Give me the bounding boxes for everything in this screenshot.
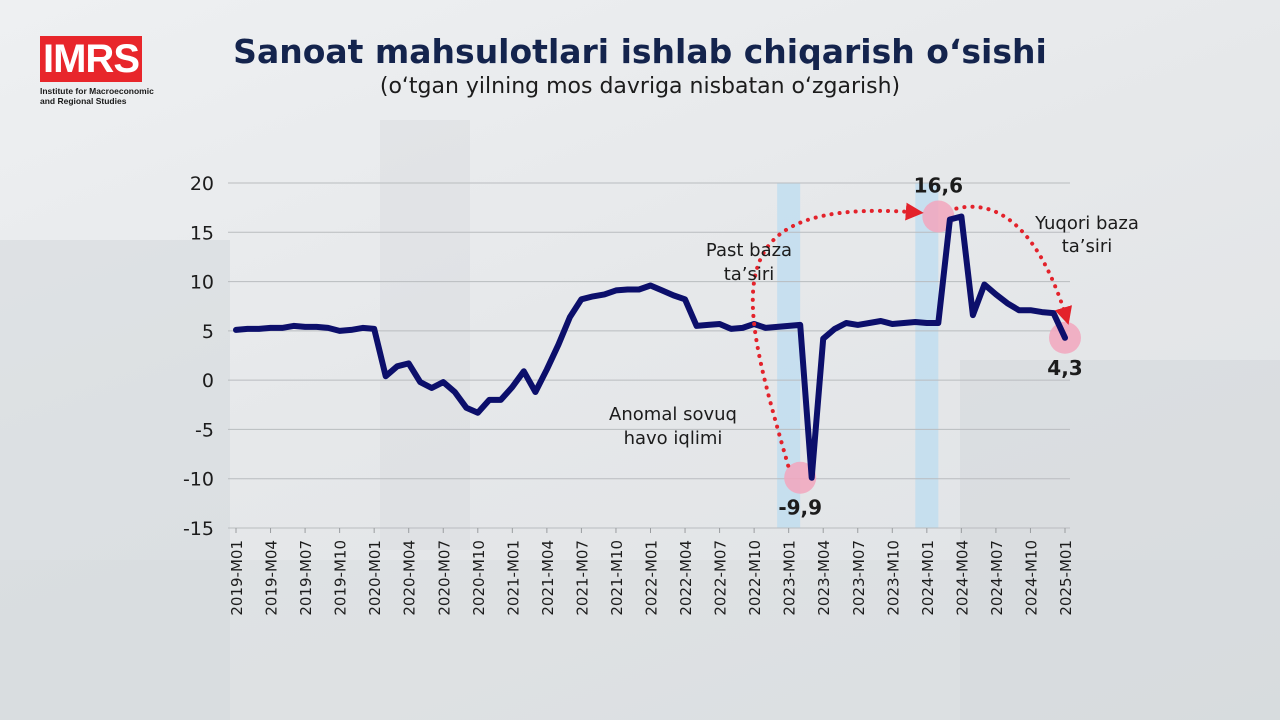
highlight-band-2 (915, 183, 939, 528)
y-tick-label: 5 (202, 321, 214, 343)
x-tick-label: 2024-M07 (988, 540, 1006, 616)
x-tick-label: 2023-M07 (850, 540, 868, 616)
x-tick-label: 2019-M01 (228, 540, 246, 616)
x-tick-label: 2021-M10 (608, 540, 626, 616)
x-tick-label: 2020-M10 (470, 540, 488, 616)
y-tick-label: -5 (195, 419, 214, 441)
x-tick-label: 2020-M07 (435, 540, 453, 616)
x-tick-label: 2022-M01 (643, 540, 661, 616)
series-line (233, 213, 1068, 481)
logo-caption: Institute for Macroeconomic and Regional… (40, 86, 160, 106)
y-tick-label: 0 (202, 370, 214, 392)
x-tick-label: 2019-M04 (263, 540, 281, 616)
x-tick-label: 2019-M10 (332, 540, 350, 616)
x-tick-label: 2023-M04 (815, 540, 833, 616)
annotation-cold-line2: havo iqlimi (624, 428, 723, 449)
x-tick-label: 2022-M07 (712, 540, 730, 616)
x-tick-label: 2022-M10 (746, 540, 764, 616)
x-tick-label: 2024-M04 (953, 540, 971, 616)
annotation-low-base-line1: Past baza (706, 240, 792, 261)
x-tick-label: 2020-M01 (366, 540, 384, 616)
y-tick-label: -10 (183, 469, 214, 491)
x-tick-label: 2024-M10 (1022, 540, 1040, 616)
data-label-min: -9,9 (778, 496, 822, 520)
x-tick-label: 2019-M07 (297, 540, 315, 616)
x-tick-label: 2021-M01 (504, 540, 522, 616)
annotation-low-base-line2: ta’siri (724, 264, 775, 285)
x-tick-label: 2020-M04 (401, 540, 419, 616)
chart-subtitle: (o‘tgan yilning mos davriga nisbatan o‘z… (379, 74, 901, 99)
chart-title: Sanoat mahsulotlari ishlab chiqarish o‘s… (233, 32, 1047, 71)
y-tick-label: 15 (190, 222, 214, 244)
high-base-arrow (954, 204, 1072, 325)
y-tick-label: 20 (190, 173, 214, 195)
x-tick-label: 2021-M04 (539, 540, 557, 616)
imrs-logo: IMRS (40, 36, 142, 82)
y-tick-label: -15 (183, 518, 214, 540)
annotation-high-base-line1: Yuqori baza (1034, 213, 1139, 234)
annotation-cold-line1: Anomal sovuq (609, 404, 737, 425)
x-tick-label: 2023-M01 (781, 540, 799, 616)
x-tick-label: 2025-M01 (1057, 540, 1075, 616)
x-tick-label: 2022-M04 (677, 540, 695, 616)
x-tick-label: 2024-M01 (919, 540, 937, 616)
logo-caption-line2: and Regional Studies (40, 96, 127, 106)
x-tick-label: 2023-M10 (884, 540, 902, 616)
data-label-max: 16,6 (914, 174, 963, 198)
data-label-last: 4,3 (1047, 356, 1082, 380)
annotation-high-base-line2: ta’siri (1062, 236, 1113, 257)
logo-caption-line1: Institute for Macroeconomic (40, 86, 154, 96)
y-tick-label: 10 (190, 272, 214, 294)
x-tick-label: 2021-M07 (573, 540, 591, 616)
